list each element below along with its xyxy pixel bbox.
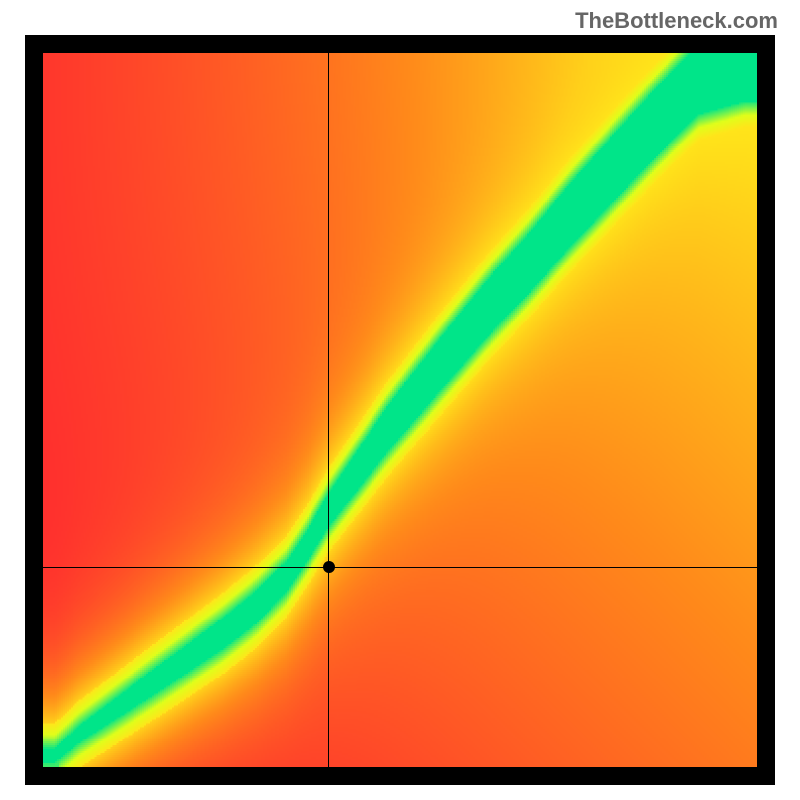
heatmap-canvas bbox=[43, 53, 757, 767]
watermark-text: TheBottleneck.com bbox=[575, 8, 778, 34]
marker-dot bbox=[323, 561, 335, 573]
chart-container: TheBottleneck.com bbox=[0, 0, 800, 800]
crosshair-horizontal bbox=[43, 567, 757, 568]
crosshair-vertical bbox=[328, 53, 329, 767]
plot-area bbox=[43, 53, 757, 767]
